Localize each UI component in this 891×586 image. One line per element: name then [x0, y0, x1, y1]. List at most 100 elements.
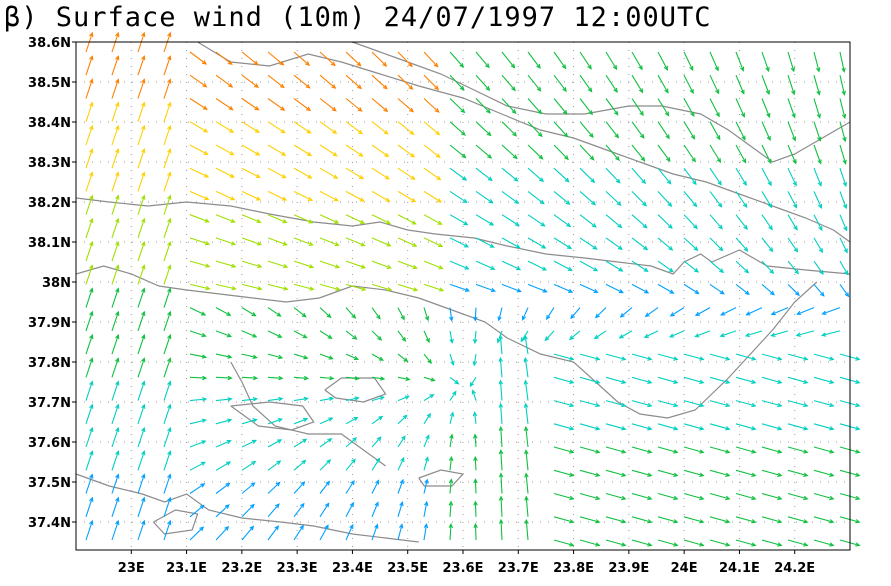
wind-arrow	[631, 516, 653, 524]
wind-arrow	[618, 330, 633, 339]
wind-arrow	[137, 241, 146, 262]
wind-arrow	[319, 51, 336, 67]
wind-arrow	[163, 287, 172, 308]
lat-label: 37.7N	[28, 396, 71, 411]
wind-arrow	[683, 214, 698, 230]
wind-arrow	[423, 283, 445, 292]
wind-arrow	[605, 469, 627, 477]
wind-arrow	[579, 214, 597, 228]
wind-arrow	[163, 519, 172, 541]
wind-arrow	[189, 283, 211, 291]
wind-arrow	[579, 121, 594, 138]
wind-arrow	[189, 144, 209, 155]
wind-arrow	[631, 237, 649, 251]
wind-arrow	[657, 121, 670, 140]
wind-arrow	[527, 190, 545, 205]
wind-arrow	[709, 376, 731, 384]
wind-arrow	[553, 74, 567, 93]
wind-arrow	[345, 479, 355, 494]
wind-arrow	[163, 357, 172, 378]
wind-arrow	[111, 357, 120, 378]
wind-arrow	[215, 283, 237, 291]
wind-arrow	[397, 98, 414, 113]
wind-arrow	[137, 217, 146, 239]
wind-arrow	[498, 425, 504, 448]
wind-arrow	[449, 433, 454, 448]
wind-arrow	[570, 307, 581, 320]
wind-arrow	[497, 307, 503, 322]
wind-arrow	[345, 98, 363, 112]
wind-arrow	[241, 74, 259, 88]
wind-arrow	[735, 446, 757, 454]
wind-arrow	[498, 495, 504, 517]
wind-arrow	[293, 375, 309, 381]
wind-arrow	[267, 353, 284, 360]
wind-arrow	[605, 121, 620, 139]
wind-arrow	[498, 402, 504, 424]
wind-arrow	[813, 98, 821, 119]
wind-arrow	[657, 98, 670, 117]
wind-arrow	[189, 98, 208, 110]
wind-arrow	[371, 307, 381, 320]
wind-arrow	[787, 260, 800, 275]
wind-arrow	[473, 307, 478, 322]
wind-arrow	[501, 51, 516, 69]
wind-arrow	[449, 74, 465, 91]
grid-lines	[72, 41, 850, 554]
wind-arrow	[345, 330, 358, 340]
wind-arrow	[553, 51, 567, 70]
wind-arrow	[709, 121, 721, 141]
wind-arrow	[761, 516, 783, 524]
wind-arrow	[839, 51, 846, 73]
wind-arrow	[449, 307, 454, 322]
wind-arrow	[579, 492, 601, 501]
wind-arrow	[813, 469, 835, 477]
wind-arrow	[553, 492, 575, 501]
wind-arrow	[397, 214, 417, 225]
wind-arrow	[215, 214, 236, 223]
wind-arrow	[293, 74, 311, 89]
wind-arrow	[631, 167, 647, 185]
coastline	[75, 265, 818, 419]
wind-arrow	[631, 51, 643, 71]
wind-arrow	[137, 496, 146, 517]
wind-arrow	[85, 287, 94, 308]
wind-arrow	[319, 480, 331, 494]
wind-arrow	[631, 191, 647, 207]
wind-arrow	[163, 403, 172, 424]
wind-arrow	[449, 98, 466, 114]
wind-arrow	[397, 330, 407, 342]
wind-arrow	[475, 51, 490, 69]
wind-arrow	[163, 217, 172, 239]
wind-arrow	[241, 439, 258, 448]
wind-arrow	[319, 190, 339, 202]
wind-arrow	[189, 440, 207, 448]
wind-arrow	[631, 121, 645, 139]
wind-arrow	[498, 356, 503, 378]
wind-arrow	[397, 307, 405, 321]
lon-label: 23.2E	[221, 561, 262, 576]
wind-arrow	[605, 214, 623, 229]
wind-arrow	[813, 260, 824, 276]
wind-arrow	[163, 101, 172, 122]
wind-arrow	[839, 260, 849, 276]
wind-arrow	[553, 283, 574, 293]
wind-arrow	[593, 330, 607, 340]
wind-arrow	[813, 516, 835, 524]
wind-arrow	[553, 446, 575, 454]
wind-arrow	[267, 481, 281, 494]
wind-arrow	[241, 375, 259, 381]
wind-arrow	[319, 502, 330, 518]
wind-arrow	[473, 522, 478, 541]
wind-arrow	[397, 121, 415, 136]
wind-arrow	[735, 492, 757, 501]
wind-arrow	[709, 98, 720, 118]
wind-arrow	[371, 330, 383, 341]
wind-arrow	[189, 214, 210, 223]
lat-label: 38.3N	[28, 156, 71, 171]
wind-arrow	[605, 260, 624, 272]
wind-arrow	[267, 418, 284, 425]
wind-arrow	[473, 455, 478, 471]
wind-arrow	[293, 396, 309, 402]
wind-arrow	[553, 400, 575, 408]
